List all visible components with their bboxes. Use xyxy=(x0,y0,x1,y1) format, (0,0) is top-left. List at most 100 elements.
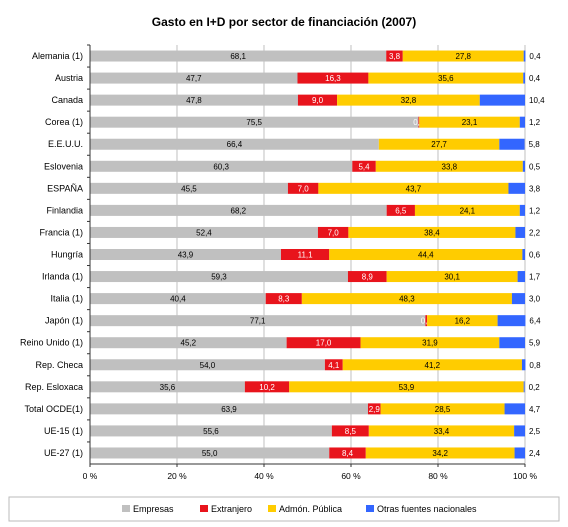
category-label: Total OCDE(1) xyxy=(24,404,83,414)
bar-segment xyxy=(375,160,523,172)
bar-segment xyxy=(318,182,509,194)
data-label: 0,4 xyxy=(421,317,433,326)
bar-segment xyxy=(425,315,428,327)
data-label: 44,4 xyxy=(418,251,434,260)
bar-segment xyxy=(365,447,515,459)
bar-segment xyxy=(367,403,381,415)
legend: Empresas Extranjero Admón. Pública Otras fu… xyxy=(122,504,477,514)
bar-segment xyxy=(514,425,525,437)
category-label: ESPAÑA xyxy=(47,183,83,193)
data-label: 0,4 xyxy=(529,74,541,83)
data-label: 35,6 xyxy=(160,383,176,392)
data-label: 28,5 xyxy=(435,405,451,414)
data-label: 8,5 xyxy=(345,427,357,436)
data-label: 5,9 xyxy=(529,339,541,348)
bar-segment xyxy=(265,293,302,305)
bar-segment xyxy=(90,249,281,260)
category-label: Italia (1) xyxy=(50,294,83,304)
bars: 68,1 3,8 27,8 0,4 47,7 16,3 35,6 0,4 47,8 9,0 32,8… xyxy=(90,50,545,459)
category-label: Rep. Esloxaca xyxy=(25,382,83,392)
bar-segment xyxy=(90,116,419,128)
category-label: E.E.U.U. xyxy=(48,139,83,149)
bar-segment xyxy=(511,293,525,305)
bar-segment xyxy=(297,72,369,84)
data-label: 10,4 xyxy=(529,96,545,105)
bar-segment xyxy=(329,447,366,459)
data-label: 55,0 xyxy=(202,449,218,458)
bar-segment xyxy=(297,94,338,106)
bar-segment xyxy=(427,315,498,327)
bar-segment xyxy=(342,359,522,371)
legend-swatch xyxy=(366,505,374,512)
bar-segment xyxy=(522,160,525,172)
data-label: 27,8 xyxy=(455,52,471,61)
bar-segment xyxy=(523,381,525,393)
bar-segment xyxy=(90,403,368,415)
category-label: Japón (1) xyxy=(45,316,83,326)
data-label: 2,2 xyxy=(529,228,541,237)
bar-segment xyxy=(90,72,298,84)
data-label: 47,7 xyxy=(186,74,202,83)
bar-segment xyxy=(521,359,526,371)
bar-segment xyxy=(419,116,520,128)
legend-swatch xyxy=(200,505,208,512)
data-label: 24,1 xyxy=(460,206,476,215)
bar-segment xyxy=(90,182,288,194)
bar-segment xyxy=(352,160,376,172)
data-label: 6,4 xyxy=(529,317,541,326)
data-label: 2,5 xyxy=(529,427,541,436)
data-label: 2,9 xyxy=(369,405,381,414)
data-label: 9,0 xyxy=(312,96,324,105)
data-label: 7,0 xyxy=(298,184,310,193)
data-label: 31,9 xyxy=(422,339,438,348)
bar-segment xyxy=(523,72,525,84)
bar-segment xyxy=(90,337,287,349)
data-label: 54,0 xyxy=(200,361,216,370)
legend-swatch xyxy=(268,505,276,512)
data-label: 1,2 xyxy=(529,118,541,127)
data-label: 34,2 xyxy=(432,449,448,458)
data-label: 10,2 xyxy=(259,383,275,392)
data-label: 16,3 xyxy=(325,74,341,83)
category-label: UE-15 (1) xyxy=(44,426,83,436)
data-label: 75,5 xyxy=(246,118,262,127)
bar-segment xyxy=(515,226,525,238)
legend-label: Empresas xyxy=(133,504,174,514)
bar-segment xyxy=(499,337,525,349)
data-label: 0,2 xyxy=(529,383,541,392)
bar-segment xyxy=(90,315,426,327)
data-label: 33,4 xyxy=(434,427,450,436)
bar-segment xyxy=(90,293,266,305)
data-label: 77,1 xyxy=(250,317,266,326)
data-label: 5,4 xyxy=(358,162,370,171)
data-label: 0,4 xyxy=(529,52,541,61)
bar-segment xyxy=(418,116,420,128)
data-label: 47,8 xyxy=(186,96,202,105)
legend-box xyxy=(8,496,560,522)
data-label: 40,4 xyxy=(170,295,186,304)
bar-segment xyxy=(324,359,343,371)
bar-segment xyxy=(380,403,505,415)
bar-segment xyxy=(497,315,526,327)
category-label: Canada xyxy=(51,95,83,105)
bar-segment xyxy=(517,271,525,283)
x-tick-label: 40 % xyxy=(254,471,274,481)
bar-segment xyxy=(514,447,525,459)
bar-segment xyxy=(504,403,525,415)
data-label: 43,9 xyxy=(178,251,194,260)
category-label: Corea (1) xyxy=(45,117,83,127)
category-label: Alemania (1) xyxy=(32,51,83,61)
bar-segment xyxy=(523,50,526,62)
data-label: 16,2 xyxy=(455,317,471,326)
data-label: 53,9 xyxy=(399,383,415,392)
category-label: Reino Unido (1) xyxy=(20,338,83,348)
bar-segment xyxy=(329,249,523,260)
data-label: 0,6 xyxy=(529,251,541,260)
bar-segment xyxy=(90,271,348,283)
data-label: 23,1 xyxy=(462,118,478,127)
bar-segment xyxy=(90,425,332,437)
data-label: 45,2 xyxy=(181,339,197,348)
bar-segment xyxy=(402,50,524,62)
bar-segment xyxy=(90,94,298,106)
data-label: 0,2 xyxy=(413,118,425,127)
